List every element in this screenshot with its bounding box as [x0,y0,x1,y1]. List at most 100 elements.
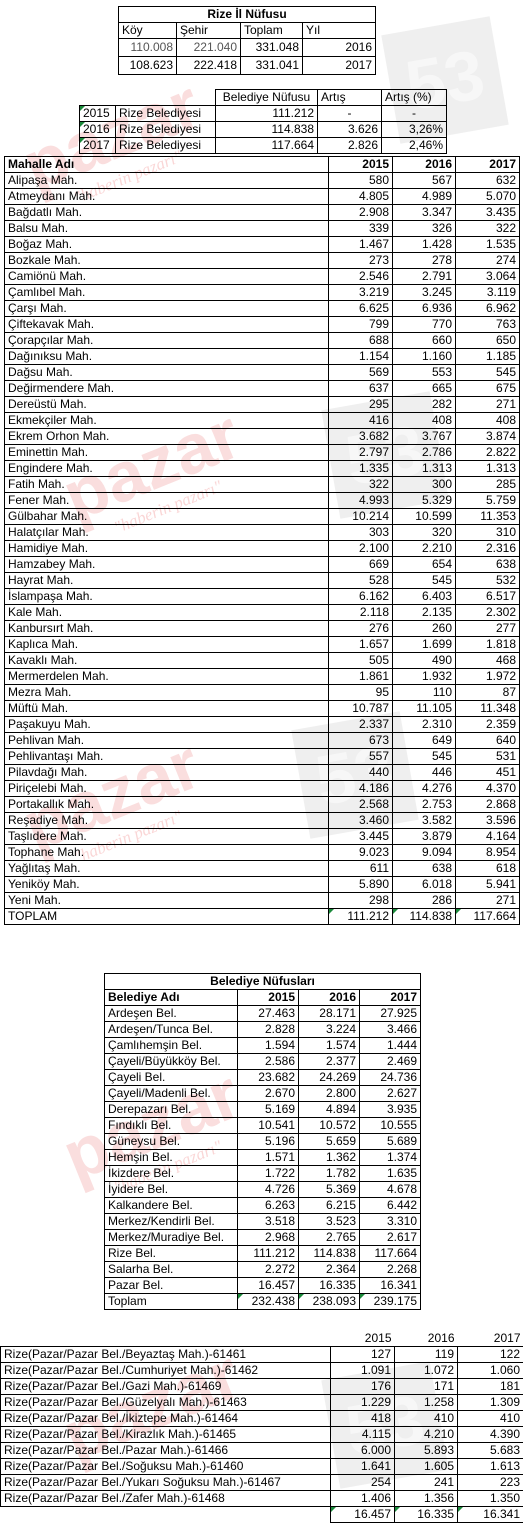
table-cell: 3.310 [358,1213,422,1230]
table-cell: 3.466 [358,1021,422,1038]
table-cell: 4.989 [392,188,456,205]
table-header-row: Belediye Nüfusu Artış Artış (%) [80,89,447,106]
row-label: Ekrem Orhon Mah. [4,428,329,445]
table-row: 108.623 222.418 331.041 2017 [118,56,377,75]
table-cell: 5.196 [237,1133,299,1150]
table-cell: 2017 [301,56,377,75]
row-label: Mermerdelen Mah. [4,668,329,685]
table-cell: 451 [455,764,520,781]
table-cell: 799 [328,316,393,333]
table-cell: 2.268 [358,1261,422,1278]
total-cell: 232.438 [237,1293,299,1310]
table-cell: 241 [394,1474,458,1491]
table-cell: 95 [328,684,393,701]
table-cell: 285 [455,476,520,493]
table-row: Rize(Pazar/Pazar Bel./Yukarı Soğuksu Mah… [0,1474,523,1491]
row-label: Fener Mah. [4,492,329,509]
column-header: Yıl [301,22,377,39]
table-row: Portakallık Mah. 2.568 2.753 2.868 [4,796,520,813]
table-cell: 3.874 [455,428,520,445]
total-cell: 238.093 [298,1293,360,1310]
table-row: Alipaşa Mah. 580 567 632 [4,172,520,189]
row-label: Alipaşa Mah. [4,172,329,189]
table-cell: 6.263 [237,1197,299,1214]
table-cell: 1.154 [328,348,393,365]
table-cell: 4.115 [330,1426,395,1443]
table-cell: 310 [455,524,520,541]
table-cell: 1.613 [457,1458,523,1475]
table-cell: 111.212 [237,1245,299,1262]
table-cell: 108.623 [118,56,177,75]
table-cell: Rize Belediyesi [115,121,216,138]
table-cell: 4.276 [392,780,456,797]
table-cell: 6.403 [392,588,456,605]
row-label: Kalkandere Bel. [104,1197,238,1214]
table-cell: 276 [328,620,393,637]
table-row: Dağsu Mah. 569 553 545 [4,364,520,381]
table-row: Rize(Pazar/Pazar Bel./Cumhuriyet Mah.)-6… [0,1362,523,1379]
table-cell: 6.442 [358,1197,422,1214]
table-cell: 5.890 [328,876,393,893]
table-cell: 2.670 [237,1085,299,1102]
table-cell: 1.782 [298,1165,360,1182]
row-label: Fındıklı Bel. [104,1117,238,1134]
table-cell: 271 [455,396,520,413]
table-cell: 611 [328,860,393,877]
table-cell: 1.309 [457,1394,523,1411]
table-cell: 1.972 [455,668,520,685]
table-cell: 2.586 [237,1053,299,1070]
table-row: Çorapçılar Mah. 688 660 650 [4,332,520,349]
table-cell: 9.023 [328,844,393,861]
table-row: Hemşin Bel. 1.571 1.362 1.374 [104,1149,422,1166]
mahalle-table: Mahalle Adı 2015 2016 2017 Alipaşa Mah. 5… [4,156,520,925]
table-row: Rize Bel. 111.212 114.838 117.664 [104,1245,422,1262]
table-cell: - [381,105,447,122]
table-row: Yağlıtaş Mah. 611 638 618 [4,860,520,877]
table-cell: 3,26% [381,121,447,138]
table-cell: 8.954 [455,844,520,861]
table-row: Pehlivantaşı Mah. 557 545 531 [4,748,520,765]
table-cell: 5.070 [455,188,520,205]
row-label: Pilavdağı Mah. [4,764,329,781]
table-cell: 1.635 [358,1165,422,1182]
table-cell: 2.310 [392,716,456,733]
table-row: Güneysu Bel. 5.196 5.659 5.689 [104,1133,422,1150]
column-header: 2016 [392,156,456,173]
table-cell: 331.041 [240,56,303,75]
table-cell: 9.094 [392,844,456,861]
table-cell: 2.568 [328,796,393,813]
table-cell: 4.805 [328,188,393,205]
table-cell: 1.574 [298,1037,360,1054]
table-cell: 222.418 [176,56,241,75]
table-cell: 2.469 [358,1053,422,1070]
row-label: Kavaklı Mah. [4,652,329,669]
row-label: Çorapçılar Mah. [4,332,329,349]
table-row: 110.008 221.040 331.048 2016 [118,38,377,57]
table-cell: 278 [392,252,456,269]
table-row: Ardeşen/Tunca Bel. 2.828 3.224 3.466 [104,1021,422,1038]
column-header: 2016 [298,989,360,1006]
table-cell: 638 [455,556,520,573]
row-label: İyidere Bel. [104,1181,238,1198]
table-cell: 10.599 [392,508,456,525]
row-label: Rize(Pazar/Pazar Bel./İkiztepe Mah.)-614… [0,1410,331,1427]
row-label: Değirmendere Mah. [4,380,329,397]
table-cell: 274 [455,252,520,269]
table-cell: 1.185 [455,348,520,365]
table-cell: 114.838 [215,121,318,138]
table-cell: 1.428 [392,236,456,253]
table-cell: 10.572 [298,1117,360,1134]
total-cell: 111.212 [328,908,393,925]
table-cell: 3.435 [455,204,520,221]
table-cell: 273 [328,252,393,269]
table-cell: 6.000 [330,1442,395,1459]
table-cell: 111.212 [215,105,318,122]
table-cell: 320 [392,524,456,541]
table-row: Pehlivan Mah. 673 649 640 [4,732,520,749]
row-label: Camiönü Mah. [4,268,329,285]
table-row: Rize(Pazar/Pazar Bel./Soğuksu Mah.)-6146… [0,1458,523,1475]
table-cell: 418 [330,1410,395,1427]
table-cell: 3.347 [392,204,456,221]
table-cell: 27.925 [358,1005,422,1022]
table-cell: 260 [392,620,456,637]
